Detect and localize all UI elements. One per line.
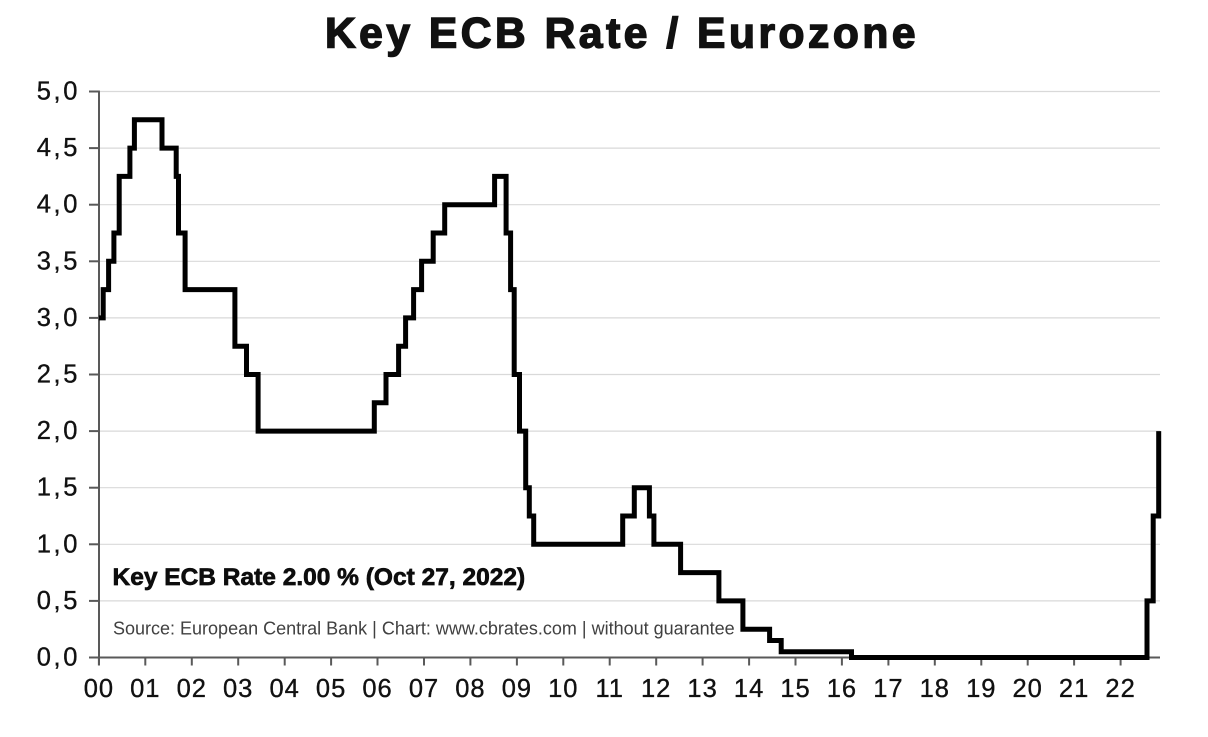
svg-text:20: 20: [1013, 675, 1043, 703]
svg-text:01: 01: [130, 675, 160, 703]
svg-text:18: 18: [920, 675, 950, 703]
svg-text:12: 12: [641, 675, 671, 703]
svg-text:5,0: 5,0: [37, 78, 80, 106]
svg-text:0,0: 0,0: [37, 644, 80, 672]
svg-text:3,0: 3,0: [37, 304, 80, 332]
svg-text:14: 14: [734, 675, 764, 703]
svg-text:09: 09: [502, 675, 532, 703]
svg-text:4,5: 4,5: [37, 134, 80, 162]
svg-text:21: 21: [1059, 675, 1089, 703]
svg-text:08: 08: [455, 675, 485, 703]
svg-text:07: 07: [409, 675, 439, 703]
svg-text:Key ECB Rate 2.00 % (Oct 27, 2: Key ECB Rate 2.00 % (Oct 27, 2022): [113, 564, 526, 591]
svg-text:2,0: 2,0: [37, 417, 80, 445]
svg-text:13: 13: [687, 675, 717, 703]
svg-text:Key ECB Rate / Eurozone: Key ECB Rate / Eurozone: [325, 11, 919, 58]
svg-text:02: 02: [177, 675, 207, 703]
svg-text:22: 22: [1105, 675, 1135, 703]
svg-text:2,5: 2,5: [37, 361, 80, 389]
svg-text:10: 10: [548, 675, 578, 703]
svg-text:06: 06: [362, 675, 392, 703]
svg-text:11: 11: [595, 675, 623, 703]
svg-text:0,5: 0,5: [37, 587, 80, 615]
svg-text:00: 00: [84, 675, 114, 703]
svg-text:16: 16: [827, 675, 857, 703]
svg-text:05: 05: [316, 675, 346, 703]
svg-text:03: 03: [223, 675, 253, 703]
svg-text:1,0: 1,0: [37, 530, 80, 558]
svg-text:04: 04: [270, 675, 300, 703]
svg-text:4,0: 4,0: [37, 191, 80, 219]
svg-text:Source: European Central Bank: Source: European Central Bank | Chart: w…: [113, 619, 735, 639]
svg-text:1,5: 1,5: [37, 474, 80, 502]
svg-text:17: 17: [873, 675, 903, 703]
svg-text:19: 19: [966, 675, 996, 703]
svg-text:3,5: 3,5: [37, 247, 80, 275]
svg-text:15: 15: [780, 675, 810, 703]
